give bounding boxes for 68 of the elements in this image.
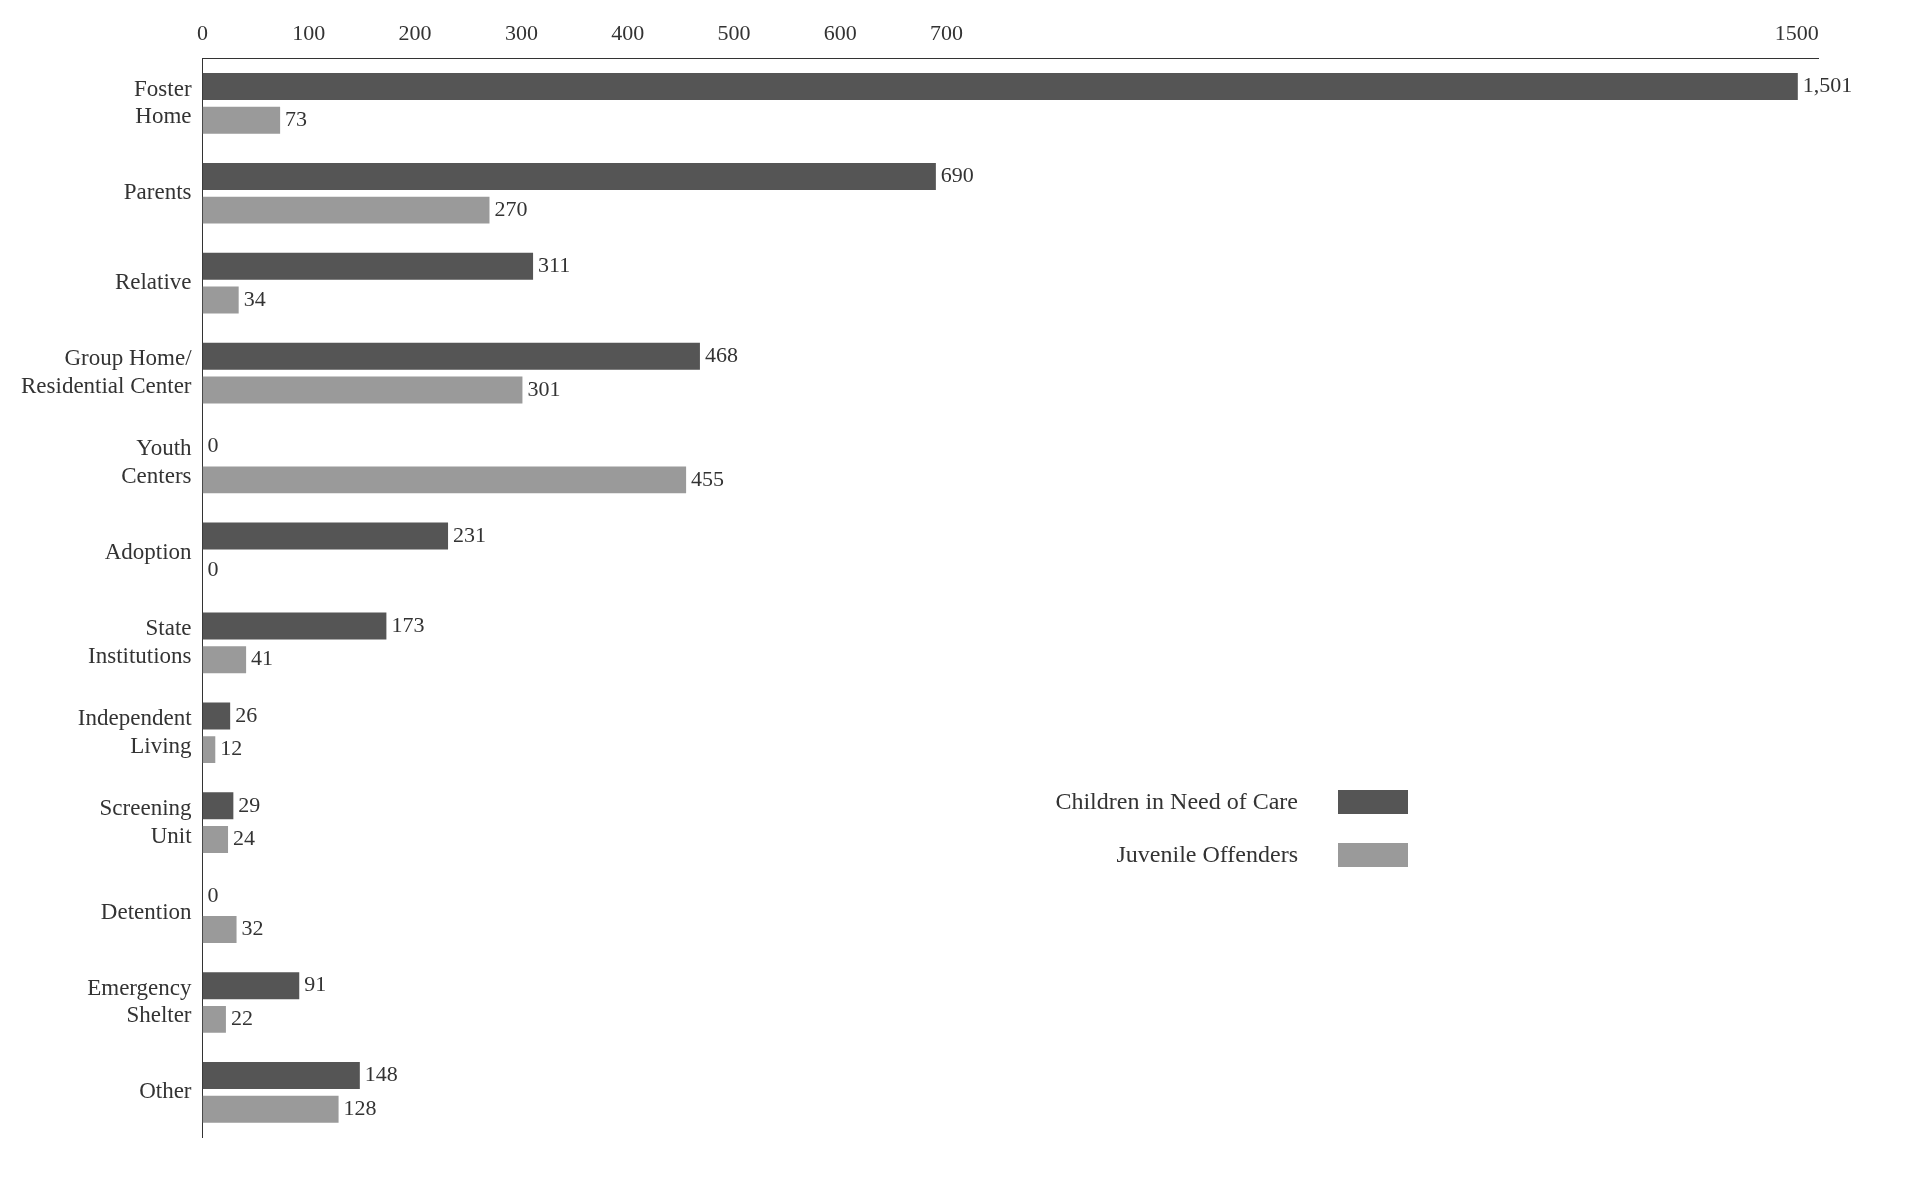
data-label: 24 (233, 825, 256, 851)
bar (202, 73, 1798, 100)
data-label: 34 (243, 285, 266, 311)
y-tick-label: Screening Unit (99, 794, 193, 848)
x-tick-label: 0 (197, 19, 209, 45)
data-label: 311 (538, 252, 571, 278)
data-label: 22 (230, 1005, 253, 1031)
bar (202, 1005, 226, 1033)
bar (202, 972, 300, 1000)
bar (202, 252, 534, 280)
y-tick-label: Independent Living (77, 705, 193, 758)
bar (202, 826, 229, 854)
bar (202, 162, 936, 190)
data-label: 468 (704, 342, 738, 368)
x-tick-label: 700 (930, 19, 963, 45)
data-label: 148 (364, 1061, 398, 1087)
bar (202, 792, 234, 820)
y-tick-label: Foster Home (134, 75, 192, 129)
x-tick-label: 600 (823, 19, 857, 45)
x-tick-label: 300 (504, 19, 538, 45)
data-label: 0 (207, 555, 219, 581)
y-tick-label: State Institutions (88, 615, 192, 668)
bar (202, 612, 387, 640)
bar (202, 466, 687, 494)
x-tick-label: 100 (292, 19, 326, 45)
data-label: 41 (251, 645, 274, 671)
data-label: 0 (207, 431, 219, 457)
x-tick-label: 500 (717, 19, 751, 45)
data-label: 128 (343, 1095, 377, 1121)
data-label: 0 (207, 881, 219, 907)
y-tick-label: Parents (123, 179, 192, 205)
data-label: 270 (494, 195, 528, 221)
data-label: 26 (235, 701, 258, 727)
bar (202, 286, 239, 314)
x-tick-label: 1500 (1774, 19, 1819, 45)
y-tick-label: Group Home/ Residential Center (20, 345, 193, 398)
data-label: 231 (453, 521, 487, 547)
data-label: 12 (220, 735, 243, 761)
bar (202, 915, 237, 943)
bar (202, 702, 231, 730)
bar (202, 1062, 360, 1090)
data-label: 690 (940, 162, 974, 188)
data-label: 32 (241, 915, 264, 941)
bar (202, 736, 216, 764)
y-tick-label: Emergency Shelter (87, 974, 193, 1028)
data-label: 455 (691, 465, 725, 491)
data-label: 173 (391, 611, 425, 637)
bar (202, 196, 490, 224)
x-tick-label: 400 (611, 19, 645, 45)
data-label: 73 (285, 106, 308, 131)
data-label: 301 (527, 375, 561, 401)
data-label: 1,501 (1802, 72, 1853, 98)
y-tick-label: Relative (114, 269, 192, 295)
bar (202, 106, 281, 134)
y-tick-label: Detention (100, 898, 193, 924)
bar (202, 522, 449, 550)
legend-label: Children in Need of Care (1055, 788, 1298, 815)
data-label: 91 (304, 971, 327, 997)
y-tick-label: Other (139, 1078, 192, 1104)
y-tick-label: Adoption (104, 538, 193, 564)
bar (202, 646, 247, 674)
bar (202, 376, 523, 404)
bar (202, 342, 700, 370)
bar (202, 1095, 339, 1123)
x-tick-label: 200 (398, 19, 432, 45)
data-label: 29 (238, 791, 261, 817)
y-tick-label: Youth Centers (121, 435, 193, 488)
legend-label: Juvenile Offenders (1116, 841, 1298, 868)
